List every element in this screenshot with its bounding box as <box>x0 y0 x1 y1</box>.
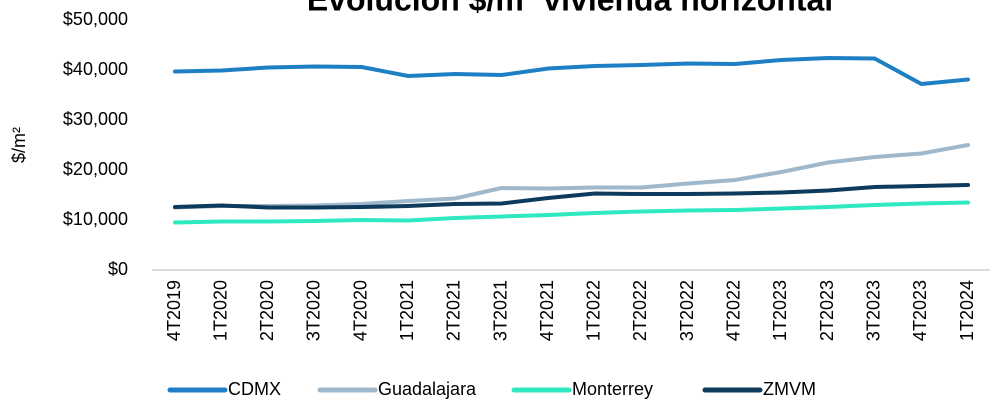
y-tick-label: $50,000 <box>63 9 128 29</box>
x-tick-label: 4T2021 <box>537 280 557 341</box>
legend-label: Monterrey <box>572 379 653 399</box>
x-tick-label: 4T2022 <box>724 280 744 341</box>
y-tick-label: $20,000 <box>63 159 128 179</box>
x-tick-label: 3T2020 <box>304 280 324 341</box>
x-tick-label: 2T2020 <box>257 280 277 341</box>
x-tick-label: 4T2020 <box>350 280 370 341</box>
line-series <box>173 143 970 210</box>
chart-title: Evolución $/m² vivienda horizontal <box>307 0 833 17</box>
y-tick-label: $30,000 <box>63 109 128 129</box>
y-tick-label: $0 <box>108 259 128 279</box>
line-series <box>173 200 970 225</box>
x-tick-label: 2T2021 <box>444 280 464 341</box>
x-tick-label: 1T2023 <box>770 280 790 341</box>
x-tick-label: 2T2022 <box>630 280 650 341</box>
x-tick-label: 3T2022 <box>677 280 697 341</box>
y-axis-label: $/m² <box>9 127 29 163</box>
legend-label: ZMVM <box>763 379 816 399</box>
x-tick-label: 1T2021 <box>397 280 417 341</box>
x-tick-label: 3T2023 <box>863 280 883 341</box>
x-tick-label: 4T2019 <box>164 280 184 341</box>
line-series <box>173 56 970 86</box>
x-tick-label: 2T2023 <box>817 280 837 341</box>
x-tick-label: 4T2023 <box>910 280 930 341</box>
x-tick-label: 3T2021 <box>490 280 510 341</box>
line-series <box>173 183 970 210</box>
x-tick-label: 1T2024 <box>957 280 977 341</box>
x-tick-label: 1T2020 <box>210 280 230 341</box>
x-tick-label: 1T2022 <box>584 280 604 341</box>
legend-label: CDMX <box>228 379 281 399</box>
y-tick-label: $10,000 <box>63 209 128 229</box>
legend-label: Guadalajara <box>378 379 477 399</box>
y-tick-label: $40,000 <box>63 59 128 79</box>
